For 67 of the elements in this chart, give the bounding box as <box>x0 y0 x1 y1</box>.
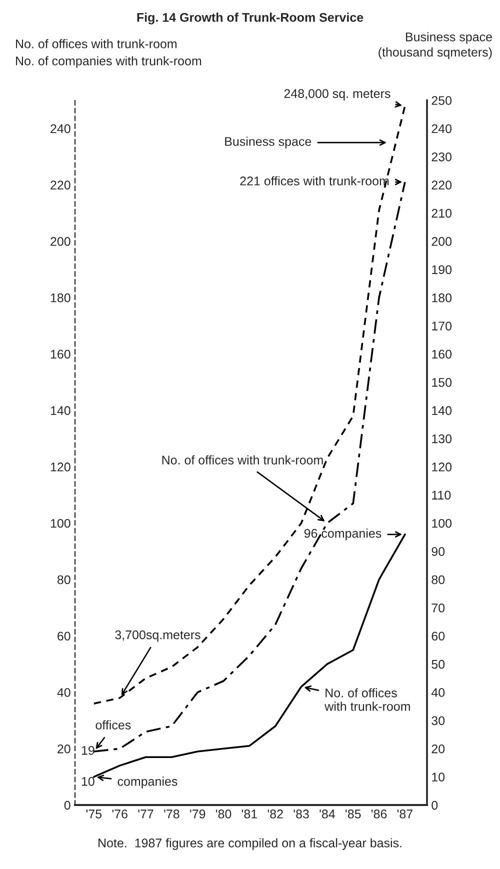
y2-tick-label: 40 <box>431 688 445 697</box>
annotation: No. of offices with trunk-room <box>324 688 410 711</box>
y-axis-title: No. of offices with trunk-room No. of companies with trunk-room <box>16 39 202 68</box>
annotation: 96 companies <box>304 528 382 540</box>
y2-tick-label: 50 <box>432 660 445 669</box>
y-tick-label: 40 <box>57 688 70 697</box>
x-tick-label: '85 <box>346 810 361 818</box>
x-tick-label: '82 <box>268 810 283 818</box>
x-tick-label: '79 <box>190 810 206 818</box>
y-tick-label: 0 <box>64 800 70 810</box>
y2-tick-label: 120 <box>432 462 452 472</box>
y2-tick-label: 220 <box>432 180 452 190</box>
y2-tick-label: 20 <box>432 744 445 754</box>
y2-tick-label: 250 <box>432 96 452 105</box>
y2-tick-label: 240 <box>432 124 452 134</box>
y-tick-label: 80 <box>57 575 70 584</box>
chart-title: Fig. 14 Growth of Trunk-Room Service <box>137 12 364 24</box>
y-tick-label: 180 <box>50 293 70 302</box>
y2-tick-label: 140 <box>432 406 452 416</box>
annotation: 19 <box>82 746 94 755</box>
y-tick-label: 100 <box>50 518 70 528</box>
x-tick-label: '83 <box>294 810 309 818</box>
y-tick-label: 160 <box>50 350 70 359</box>
x-tick-label: '86 <box>372 810 387 818</box>
y2-tick-label: 30 <box>432 716 445 726</box>
y2-tick-label: 180 <box>432 293 452 302</box>
x-tick-label: '75 <box>86 810 102 818</box>
x-tick-label: '84 <box>320 810 335 818</box>
y2-tick-label: 0 <box>432 800 438 810</box>
y-tick-label: 140 <box>50 406 70 416</box>
text: Note. 1987 figures are compiled on a fiscal-year basis. <box>98 838 402 850</box>
y-tick-label: 120 <box>50 462 70 472</box>
y2-tick-label: 80 <box>432 575 445 584</box>
y2-tick-label: 110 <box>432 490 451 500</box>
y2-tick-label: 60 <box>432 632 445 641</box>
annotation: No. of offices with trunk-room <box>162 455 323 464</box>
x-tick-label: '80 <box>216 810 232 818</box>
y2-tick-label: 200 <box>432 237 452 246</box>
y2-tick-label: 10 <box>432 772 445 782</box>
y2-tick-label: 190 <box>432 265 452 274</box>
y2-tick-label: 170 <box>432 322 452 330</box>
annotation: 221 offices with trunk-room <box>240 176 389 186</box>
annotation: 3,700sq.meters <box>115 630 200 642</box>
y2-tick-label: 150 <box>432 378 452 387</box>
annotation: 10 <box>82 776 94 786</box>
x-tick-label: '76 <box>112 810 128 818</box>
y2-tick-label: 230 <box>432 152 452 162</box>
y2-tick-label: 130 <box>432 434 452 444</box>
y2-tick-label: 70 <box>432 604 445 612</box>
y2-axis-title: Business space (thousand sqmeters) <box>378 32 492 60</box>
y-tick-label: 220 <box>50 180 70 190</box>
annotation: Business space <box>225 136 312 148</box>
annotation: 248,000 sq. meters <box>284 89 390 100</box>
y2-tick-label: 90 <box>432 547 445 556</box>
y2-tick-label: 160 <box>432 350 452 359</box>
x-tick-label: '81 <box>242 810 257 818</box>
annotation: companies <box>118 776 178 788</box>
x-tick-label: '78 <box>164 810 180 818</box>
y2-tick-label: 210 <box>432 208 452 218</box>
y-tick-label: 240 <box>50 124 70 134</box>
y-tick-label: 200 <box>50 237 70 246</box>
x-tick-label: '77 <box>138 810 154 818</box>
annotation: offices <box>96 720 131 730</box>
x-tick-label: '87 <box>397 810 412 818</box>
y-tick-label: 20 <box>58 744 70 754</box>
y2-tick-label: 100 <box>432 518 452 528</box>
y-tick-label: 60 <box>58 632 70 641</box>
